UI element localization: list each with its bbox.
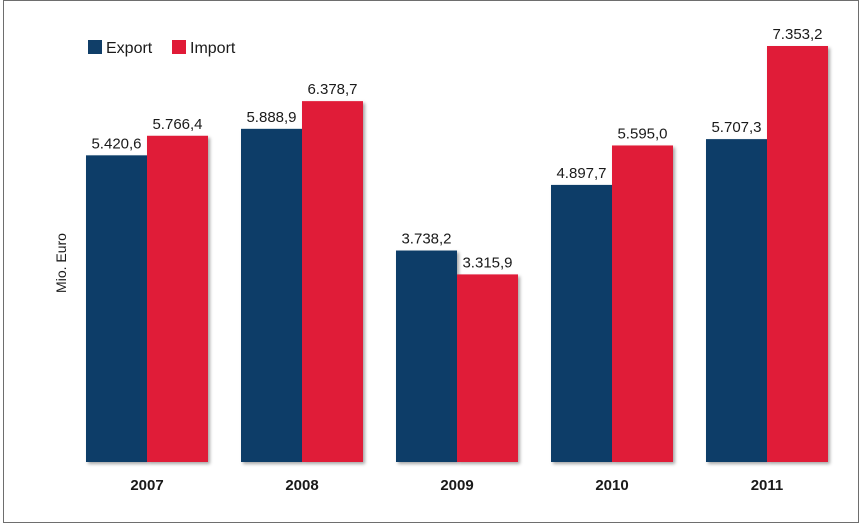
bar-export-2010 <box>551 184 612 462</box>
legend-label-export: Export <box>106 40 153 57</box>
bar-import-2008 <box>302 101 363 462</box>
chart-frame: Export Import Mio. Euro 5.420,6 5.766,4 5.8… <box>3 0 859 523</box>
legend-swatch-import <box>172 40 186 54</box>
bar-export-2008 <box>241 128 302 463</box>
data-label-import-2010: 5.595,0 <box>617 125 667 142</box>
data-label-import-2008: 6.378,7 <box>307 81 357 98</box>
y-axis-title: Mio. Euro <box>53 233 69 293</box>
x-tick-label-2010: 2010 <box>595 477 628 494</box>
data-label-import-2011: 7.353,2 <box>772 26 822 43</box>
data-label-export-2011: 5.707,3 <box>711 119 761 136</box>
data-label-export-2010: 4.897,7 <box>556 165 606 182</box>
data-label-import-2007: 5.766,4 <box>152 116 202 133</box>
bars-group <box>86 46 828 463</box>
data-labels-group: 5.420,6 5.766,4 5.888,9 6.378,7 3.738,2 3.315… <box>91 26 822 271</box>
data-label-export-2007: 5.420,6 <box>91 135 141 152</box>
bar-import-2011 <box>767 46 828 462</box>
legend-label-import: Import <box>190 40 236 57</box>
bar-import-2007 <box>147 135 208 462</box>
x-tick-label-2007: 2007 <box>130 477 163 494</box>
bar-import-2009 <box>457 274 518 462</box>
bar-export-2009 <box>396 250 457 462</box>
data-label-export-2009: 3.738,2 <box>401 231 451 248</box>
x-tick-label-2011: 2011 <box>751 477 784 494</box>
x-axis-ticks: 2007 2008 2009 2010 2011 <box>130 477 783 494</box>
x-tick-label-2009: 2009 <box>440 477 473 494</box>
bar-export-2011 <box>706 139 767 462</box>
legend: Export Import <box>88 40 236 57</box>
x-tick-label-2008: 2008 <box>285 477 318 494</box>
bar-export-2007 <box>86 155 147 462</box>
bar-import-2010 <box>612 145 673 462</box>
data-label-export-2008: 5.888,9 <box>246 109 296 126</box>
data-label-import-2009: 3.315,9 <box>462 254 512 271</box>
bar-chart: Export Import Mio. Euro 5.420,6 5.766,4 5.8… <box>53 26 828 494</box>
legend-swatch-export <box>88 40 102 54</box>
